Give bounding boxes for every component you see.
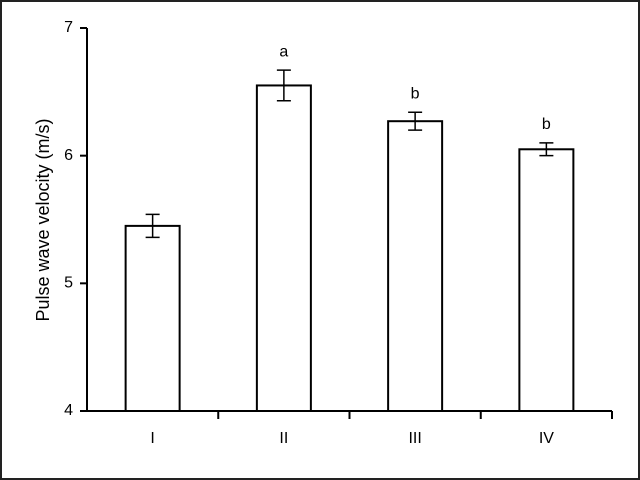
bar bbox=[518, 148, 575, 413]
error-bar bbox=[145, 213, 160, 239]
bar bbox=[387, 120, 444, 413]
x-tick-label: IV bbox=[539, 430, 554, 447]
y-axis-label: Pulse wave velocity (m/s) bbox=[33, 118, 53, 321]
annotation: a bbox=[279, 43, 288, 60]
y-tick-label: 7 bbox=[64, 19, 73, 36]
y-tick-label: 6 bbox=[64, 147, 73, 164]
bar bbox=[255, 84, 312, 412]
error-bar bbox=[408, 111, 423, 131]
x-tick-label: III bbox=[408, 430, 421, 447]
error-bar bbox=[539, 142, 554, 157]
y-tick-label: 5 bbox=[64, 275, 73, 292]
x-tick-label: I bbox=[150, 430, 154, 447]
annotation: b bbox=[542, 116, 551, 133]
x-tick-label: II bbox=[279, 430, 288, 447]
y-tick-label: 4 bbox=[64, 402, 73, 419]
annotation: b bbox=[411, 85, 420, 102]
error-bar bbox=[276, 69, 291, 102]
bar bbox=[124, 224, 181, 412]
